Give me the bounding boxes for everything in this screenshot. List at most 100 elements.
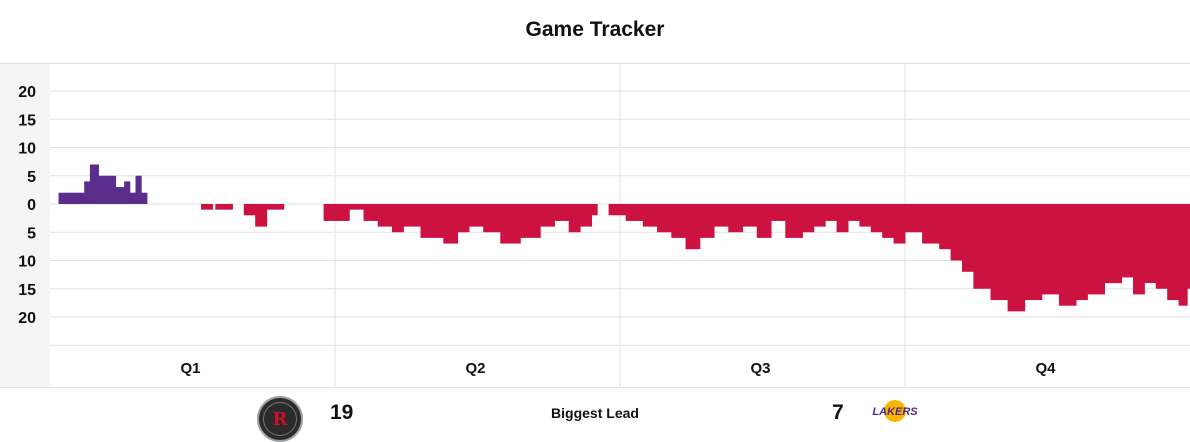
lead-bar: [500, 204, 521, 244]
lead-bar: [1058, 204, 1077, 306]
lead-bar: [58, 192, 74, 204]
lead-bar: [377, 204, 393, 227]
lead-bar: [554, 204, 570, 221]
lead-bar: [72, 192, 85, 204]
lead-bar: [1155, 204, 1168, 289]
lead-bar: [403, 204, 421, 227]
lead-bar: [922, 204, 940, 244]
lead-bar: [135, 175, 142, 204]
rockets-biggest-lead: 19: [330, 401, 354, 424]
lead-bar: [1076, 204, 1088, 301]
lead-bar: [990, 204, 1009, 301]
lead-bar: [1167, 204, 1180, 301]
lead-bar: [483, 204, 501, 233]
chart-title: Game Tracker: [525, 18, 665, 41]
lead-bar: [457, 204, 470, 233]
lakers-logo-icon: LAKERS: [872, 400, 918, 422]
lead-bar: [1187, 204, 1190, 289]
y-tick-label: 15: [18, 112, 36, 129]
lead-bar: [836, 204, 849, 233]
lead-bar: [520, 204, 541, 238]
lead-bar: [905, 204, 923, 233]
lead-bar: [728, 204, 744, 233]
lead-bar: [107, 175, 117, 204]
lead-bar: [962, 204, 974, 272]
lead-bar: [714, 204, 729, 227]
lead-bar: [699, 204, 715, 238]
lead-bar: [323, 204, 350, 221]
y-axis-band: [0, 63, 50, 388]
lead-bar: [657, 204, 672, 233]
lead-bar: [882, 204, 895, 238]
lead-bar: [893, 204, 906, 244]
lakers-lead-series: [201, 204, 1190, 312]
lead-bar: [1133, 204, 1145, 295]
lead-bar: [568, 204, 581, 233]
lead-bar: [420, 204, 444, 238]
lead-bar: [642, 204, 658, 227]
biggest-lead-label: Biggest Lead: [551, 405, 639, 421]
lead-bar: [580, 204, 592, 227]
lead-bar: [115, 187, 125, 204]
y-tick-label: 20: [18, 310, 36, 327]
lead-bar: [973, 204, 991, 289]
lead-bar: [1024, 204, 1043, 301]
lead-bar: [98, 175, 108, 204]
lead-bar: [671, 204, 687, 238]
lead-bar: [742, 204, 758, 227]
lead-bar: [625, 204, 644, 221]
lead-bar: [1104, 204, 1123, 284]
quarter-label: Q3: [750, 360, 770, 377]
lead-bar: [802, 204, 815, 233]
lead-bar: [859, 204, 872, 227]
lead-bar: [1144, 204, 1157, 284]
lead-bar: [141, 192, 148, 204]
lead-bar: [1041, 204, 1060, 295]
y-tick-label: 20: [18, 84, 36, 101]
lead-bar: [89, 164, 99, 204]
lead-bar: [124, 181, 131, 204]
lead-bar: [540, 204, 555, 227]
lead-bar: [349, 204, 364, 210]
lead-bar: [785, 204, 803, 238]
y-tick-label: 0: [27, 197, 36, 214]
lead-bar: [1087, 204, 1105, 295]
quarter-label: Q4: [1035, 360, 1056, 377]
rockets-lead-series: [58, 164, 148, 204]
lead-bar: [1178, 204, 1188, 306]
biggest-lead-footer: R 19 Biggest Lead 7 LAKERS: [0, 388, 1190, 442]
lead-bar: [243, 204, 253, 216]
lead-bar: [84, 181, 91, 204]
lead-bar: [201, 204, 213, 210]
lead-bar: [608, 204, 627, 216]
lead-bar: [255, 204, 268, 227]
lead-bar: [392, 204, 404, 233]
lead-bar: [252, 204, 256, 216]
game-tracker-chart: 20 15 10 5 0 5 10 15 20 Q1 Q2 Q3 Q4: [0, 63, 1190, 388]
lead-bar: [685, 204, 701, 250]
lead-bar: [266, 204, 285, 210]
y-tick-label: 5: [27, 169, 36, 186]
svg-text:LAKERS: LAKERS: [872, 406, 918, 418]
lead-bar: [771, 204, 786, 221]
lead-bar: [1121, 204, 1134, 278]
lead-bar: [215, 204, 233, 210]
houston-rockets-logo-icon: R: [257, 396, 303, 442]
lead-bar: [1007, 204, 1026, 312]
lead-bar: [870, 204, 883, 233]
lead-bar: [848, 204, 860, 221]
quarter-label: Q1: [180, 360, 200, 377]
lakers-biggest-lead: 7: [832, 401, 844, 424]
y-tick-label: 10: [18, 141, 36, 158]
lead-bar: [363, 204, 379, 221]
lead-bar: [129, 192, 136, 204]
lead-bar: [468, 204, 484, 227]
lead-bar: [443, 204, 459, 244]
quarter-label: Q2: [465, 360, 485, 377]
lead-bar: [756, 204, 772, 238]
y-tick-label: 5: [27, 225, 36, 242]
lead-bar: [939, 204, 952, 250]
y-tick-label: 15: [18, 282, 36, 299]
lead-bar: [950, 204, 963, 261]
